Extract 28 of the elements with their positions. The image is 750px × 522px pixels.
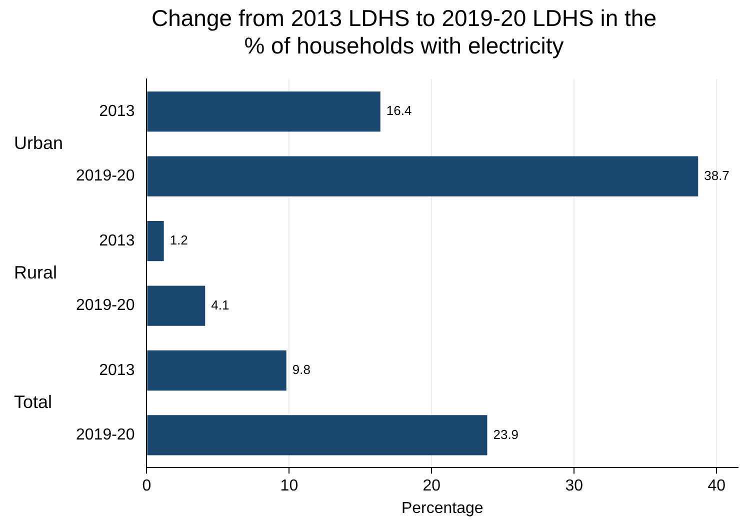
data-label: 16.4 [386, 103, 412, 118]
bar [147, 286, 206, 326]
bar [147, 156, 698, 196]
bar [147, 92, 380, 132]
bar [147, 220, 164, 262]
y-tick-label: 2019-20 [76, 426, 135, 444]
x-axis-title: Percentage [401, 500, 484, 517]
y-tick-label: 2013 [99, 362, 135, 379]
x-tick-label: 40 [708, 478, 726, 495]
chart-title: Change from 2013 LDHS to 2019-20 LDHS in the % of households with electricity [151, 5, 657, 59]
data-label: 23.9 [493, 426, 519, 442]
x-tick-label: 20 [422, 478, 441, 495]
text: Total [14, 392, 52, 412]
y-tick-label: 2019-20 [76, 168, 135, 185]
data-label: 9.8 [292, 362, 310, 378]
x-tick-label: 10 [280, 478, 298, 495]
y-tick-label: 2013 [99, 232, 135, 250]
x-tick-label: 30 [565, 478, 584, 495]
text: Urban [14, 132, 64, 153]
data-label: 4.1 [211, 297, 230, 312]
data-label: 1.2 [170, 232, 188, 248]
x-tick-label: 0 [142, 478, 152, 495]
bar [147, 350, 286, 391]
y-tick-label: 2013 [99, 102, 135, 120]
text: Rural [14, 262, 58, 282]
data-label: 38.7 [704, 168, 730, 183]
y-tick-label: 2019-20 [76, 297, 135, 314]
bar [147, 415, 488, 456]
